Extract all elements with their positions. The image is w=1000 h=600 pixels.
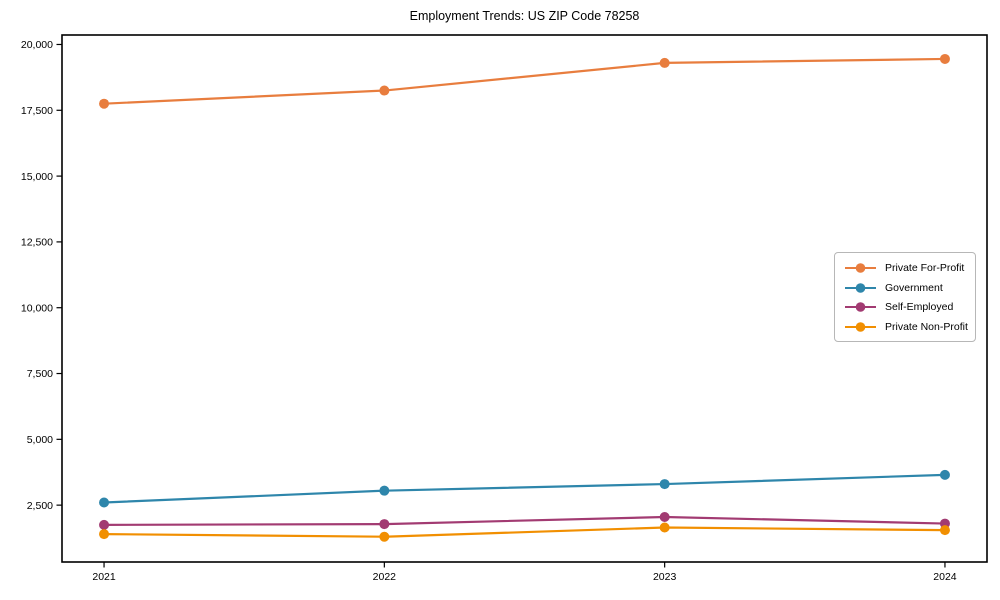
data-point-government <box>99 497 110 508</box>
data-point-private-for-profit <box>99 98 110 109</box>
series-line-private-non-profit <box>102 526 947 538</box>
data-point-private-for-profit <box>939 53 950 64</box>
legend: Private For-Profit Government Self-Emplo… <box>834 252 976 342</box>
y-tick-label: 5,000 <box>27 434 53 446</box>
data-point-private-non-profit <box>939 525 950 536</box>
chart-title: Employment Trends: US ZIP Code 78258 <box>409 9 640 23</box>
y-tick-label: 7,500 <box>27 368 53 380</box>
legend-marker-icon <box>845 322 876 332</box>
legend-label: Private Non-Profit <box>885 320 968 333</box>
legend-label: Government <box>885 281 943 294</box>
series-line-private-for-profit <box>102 57 947 105</box>
x-tick-label: 2021 <box>92 571 116 583</box>
data-point-private-non-profit <box>659 522 670 533</box>
data-point-government <box>939 469 950 480</box>
data-point-government <box>379 485 390 496</box>
data-point-private-for-profit <box>659 57 670 68</box>
series-line-self-employed <box>102 515 947 526</box>
legend-marker-icon <box>845 282 876 293</box>
y-tick-label: 10,000 <box>21 302 53 314</box>
x-tick-label: 2024 <box>933 571 957 583</box>
data-point-self-employed <box>659 511 670 522</box>
data-point-private-non-profit <box>379 531 390 542</box>
y-tick-label: 12,500 <box>21 237 53 249</box>
series-line-government <box>102 473 947 504</box>
legend-label: Private For-Profit <box>885 262 965 274</box>
y-tick-label: 20,000 <box>21 39 53 51</box>
data-point-self-employed <box>379 519 390 530</box>
x-tick-label: 2022 <box>373 571 397 583</box>
data-point-government <box>659 479 670 490</box>
data-point-private-non-profit <box>99 529 110 540</box>
y-tick-label: 15,000 <box>21 171 53 183</box>
legend-label: Self-Employed <box>885 301 954 314</box>
data-point-private-for-profit <box>379 85 390 96</box>
legend-item: Private Non-Profit <box>844 319 968 335</box>
legend-marker-icon <box>845 263 876 273</box>
legend-marker-icon <box>845 302 876 313</box>
y-tick-label: 17,500 <box>21 105 53 117</box>
legend-item: Private For-Profit <box>844 260 967 276</box>
legend-item: Government <box>844 280 967 296</box>
y-tick-label: 2,500 <box>27 500 53 512</box>
plot-border <box>61 34 988 563</box>
data-point-self-employed <box>99 519 110 530</box>
legend-item: Self-Employed <box>844 299 967 315</box>
x-tick-label: 2023 <box>653 571 677 583</box>
